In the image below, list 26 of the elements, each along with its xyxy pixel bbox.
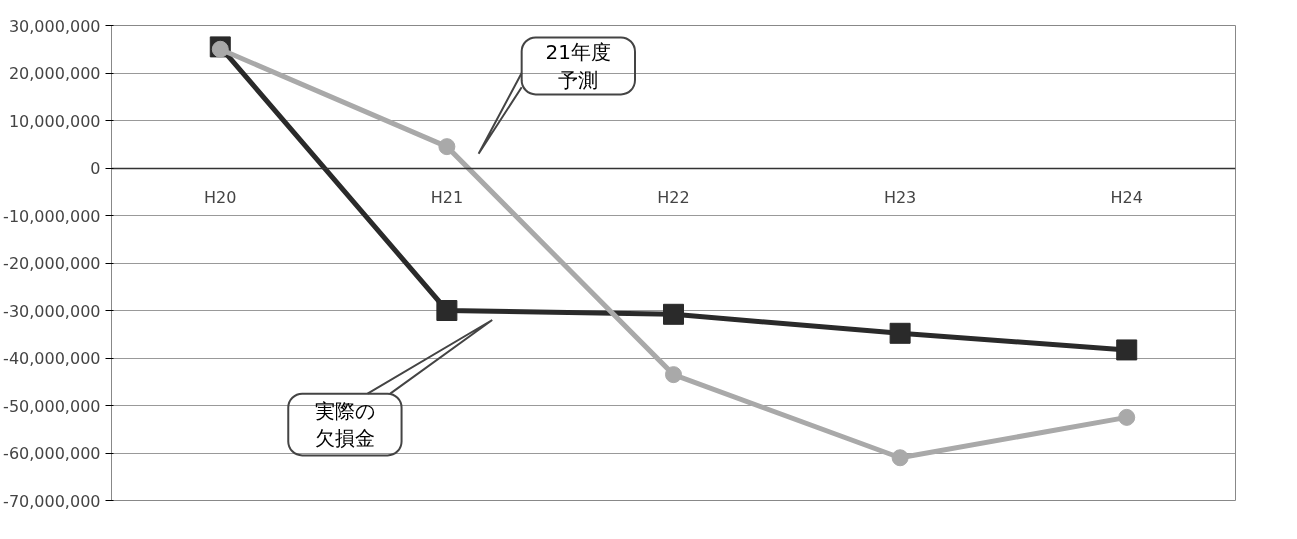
y-tick-label: -40,000,000 (3, 349, 101, 368)
y-tick-label: 10,000,000 (8, 111, 101, 131)
point (1116, 339, 1138, 361)
x-tick-label: H22 (657, 188, 690, 207)
point (663, 303, 684, 325)
y-tick-label: 30,000,000 (8, 16, 101, 36)
point (1118, 408, 1136, 426)
y-tick-label: -10,000,000 (3, 206, 101, 226)
x-tick-label: H20 (204, 188, 237, 207)
y-tick-label: -50,000,000 (3, 396, 101, 416)
x-tick-label: H23 (883, 188, 917, 207)
y-tick-label: -20,000,000 (3, 254, 101, 273)
point (436, 300, 458, 321)
point (891, 449, 909, 467)
point (665, 366, 682, 384)
point (889, 322, 911, 344)
y-tick-label: 20,000,000 (8, 64, 101, 83)
y-tick-label: -70,000,000 (3, 491, 101, 511)
x-tick-label: H24 (1110, 188, 1143, 207)
annotation: 実際の欠損金 (314, 398, 375, 451)
x-tick-label: H21 (430, 188, 464, 207)
point (438, 138, 456, 156)
y-tick-label: -30,000,000 (3, 301, 101, 321)
annotation: 21年度予測 (545, 40, 612, 92)
y-tick-label: -60,000,000 (3, 444, 101, 463)
y-tick-label: 0 (90, 159, 101, 178)
